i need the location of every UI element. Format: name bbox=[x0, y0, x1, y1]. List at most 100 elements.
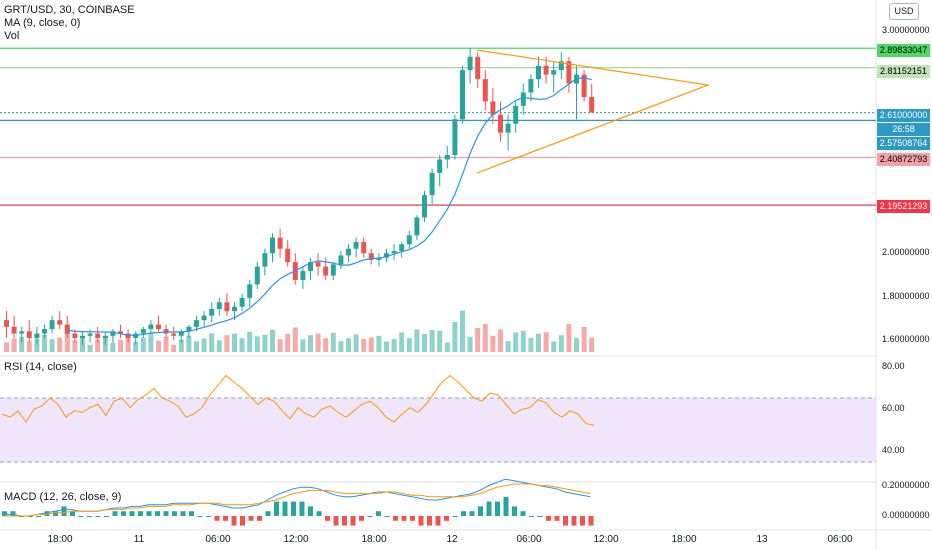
macd-histogram-bar bbox=[44, 511, 50, 516]
macd-histogram-bar bbox=[231, 516, 237, 526]
candle-body bbox=[429, 172, 435, 196]
candle-body bbox=[505, 123, 511, 133]
volume-bar bbox=[239, 338, 245, 352]
volume-bar bbox=[346, 338, 351, 352]
macd-histogram-bar bbox=[410, 516, 415, 521]
macd-histogram-bar bbox=[350, 516, 356, 526]
volume-bar bbox=[254, 336, 260, 352]
candle-body bbox=[110, 331, 116, 336]
candle-body bbox=[95, 333, 101, 338]
candle-body bbox=[254, 266, 260, 285]
volume-bar bbox=[460, 310, 465, 352]
time-axis-label: 06:00 bbox=[205, 534, 231, 545]
volume-bar bbox=[505, 341, 511, 352]
volume-bar bbox=[368, 337, 374, 352]
macd-histogram-bar bbox=[503, 496, 509, 516]
time-axis-label: 13 bbox=[756, 534, 768, 545]
candle-body bbox=[330, 264, 336, 276]
candle-body bbox=[414, 217, 420, 236]
candle-body bbox=[384, 253, 389, 258]
candle-body bbox=[399, 244, 405, 251]
currency-button[interactable]: USD bbox=[889, 3, 919, 20]
candle-body bbox=[406, 235, 412, 245]
macd-histogram-bar bbox=[189, 511, 194, 516]
volume-bar bbox=[125, 334, 131, 352]
candle-body bbox=[148, 324, 154, 330]
candle-body bbox=[239, 297, 245, 307]
macd-histogram-bar bbox=[282, 501, 288, 516]
macd-histogram-bar bbox=[444, 516, 449, 521]
candle-body bbox=[338, 255, 344, 265]
macd-histogram-bar bbox=[367, 516, 373, 517]
volume-bar bbox=[57, 337, 63, 352]
volume-bar bbox=[209, 333, 215, 352]
volume-bar bbox=[270, 329, 275, 352]
macd-histogram-bar bbox=[248, 516, 254, 521]
macd-histogram-bar bbox=[478, 506, 483, 516]
candle-body bbox=[64, 324, 70, 334]
candle-body bbox=[498, 114, 503, 133]
macd-histogram-bar bbox=[2, 511, 7, 516]
candle-body bbox=[194, 320, 199, 327]
volume-bar bbox=[414, 329, 420, 352]
volume-bar bbox=[64, 331, 70, 352]
volume-bar bbox=[277, 339, 283, 352]
macd-histogram-bar bbox=[155, 511, 160, 516]
rsi-band bbox=[0, 398, 876, 462]
volume-bar bbox=[140, 337, 146, 352]
volume-bar bbox=[323, 338, 329, 352]
volume-bar bbox=[42, 334, 47, 352]
volume-bar bbox=[551, 341, 557, 352]
rsi-legend: RSI (14, close) bbox=[4, 361, 77, 373]
volume-bar bbox=[49, 339, 55, 352]
candle-body bbox=[437, 159, 443, 173]
macd-histogram-bar bbox=[53, 511, 58, 516]
time-axis-label: 18:00 bbox=[671, 534, 697, 545]
volume-bar bbox=[178, 339, 184, 352]
rsi-axis-label: 60.00 bbox=[882, 403, 905, 413]
triangle-pattern bbox=[476, 49, 711, 174]
candle-body bbox=[315, 262, 321, 267]
macd-histogram-bar bbox=[265, 511, 271, 516]
volume-bar bbox=[186, 335, 192, 352]
candle-body bbox=[589, 96, 595, 113]
price-axis-label: 1.80000000 bbox=[882, 291, 930, 301]
candle-body bbox=[11, 326, 17, 334]
candle-body bbox=[520, 92, 526, 106]
volume-bar bbox=[133, 341, 139, 352]
vol-legend: Vol bbox=[4, 30, 20, 42]
candle-body bbox=[57, 320, 63, 325]
macd-histogram-bar bbox=[146, 511, 152, 516]
volume-bar bbox=[247, 331, 253, 352]
volume-bar bbox=[391, 338, 397, 352]
candle-body bbox=[72, 333, 78, 338]
macd-histogram-bar bbox=[376, 511, 381, 516]
macd-histogram-bar bbox=[520, 511, 526, 516]
macd-histogram-bar bbox=[104, 516, 109, 517]
volume-bar bbox=[429, 330, 435, 352]
volume-bar bbox=[330, 333, 336, 352]
candle-body bbox=[19, 331, 25, 334]
candle-body bbox=[247, 284, 253, 298]
macd-histogram-bar bbox=[435, 516, 441, 526]
candle-body bbox=[163, 329, 169, 334]
macd-histogram-bar bbox=[308, 506, 313, 516]
volume-bar bbox=[361, 339, 367, 352]
symbol-legend: GRT/USD, 30, COINBASE bbox=[4, 4, 135, 16]
candle-body bbox=[42, 329, 47, 334]
volume-bar bbox=[498, 329, 503, 352]
candle-body bbox=[467, 56, 473, 71]
candle-body bbox=[270, 237, 275, 254]
volume-bar bbox=[589, 337, 595, 352]
rsi-axis-label: 80.00 bbox=[882, 361, 905, 371]
candle-body bbox=[460, 70, 465, 120]
macd-histogram-bar bbox=[112, 511, 118, 516]
volume-bar bbox=[11, 338, 17, 352]
candle-body bbox=[102, 335, 108, 338]
macd-histogram-bar bbox=[78, 516, 84, 517]
macd-axis-label: 0.00000000 bbox=[882, 510, 930, 520]
rsi-axis-label: 40.00 bbox=[882, 445, 905, 455]
time-axis-label: 11 bbox=[133, 534, 145, 545]
price-tag-resistance: 2.81152151 bbox=[877, 65, 930, 78]
